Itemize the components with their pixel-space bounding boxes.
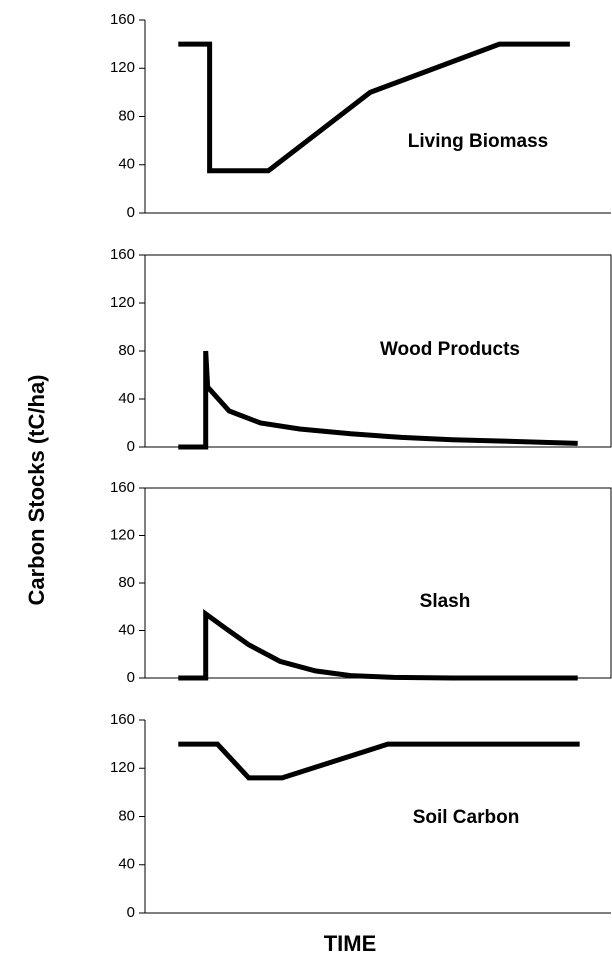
- y-tick-label: 0: [127, 204, 135, 221]
- annotation: Slash: [420, 591, 471, 612]
- y-tick-label: 120: [110, 59, 135, 76]
- y-tick-label: 80: [118, 342, 135, 359]
- annotation: Wood Products: [380, 339, 520, 360]
- annotation: Living Biomass: [408, 131, 548, 152]
- y-tick-label: 40: [118, 856, 135, 873]
- y-tick-label: 120: [110, 526, 135, 543]
- data-line: [178, 741, 580, 781]
- plot-frame: [144, 487, 612, 679]
- y-tick-label: 80: [118, 807, 135, 824]
- y-tick-label: 0: [127, 438, 135, 455]
- y-tick-label: 160: [110, 711, 135, 728]
- data-line: [178, 608, 578, 681]
- data-line: [178, 350, 578, 450]
- y-tick-label: 80: [118, 107, 135, 124]
- y-tick-label: 160: [110, 246, 135, 263]
- y-tick-label: 120: [110, 294, 135, 311]
- y-tick-label: 120: [110, 759, 135, 776]
- y-tick-label: 40: [118, 156, 135, 173]
- y-tick-label: 40: [118, 390, 135, 407]
- y-tick-label: 160: [110, 479, 135, 496]
- x-axis-label: TIME: [324, 931, 377, 956]
- y-tick-label: 80: [118, 574, 135, 591]
- y-tick-label: 40: [118, 621, 135, 638]
- y-tick-label: 160: [110, 11, 135, 28]
- y-tick-label: 0: [127, 904, 135, 921]
- data-line: [178, 41, 570, 174]
- annotation: Soil Carbon: [413, 807, 520, 828]
- plot-frame: [144, 254, 612, 448]
- y-axis-label: Carbon Stocks (tC/ha): [24, 374, 49, 605]
- y-tick-label: 0: [127, 669, 135, 686]
